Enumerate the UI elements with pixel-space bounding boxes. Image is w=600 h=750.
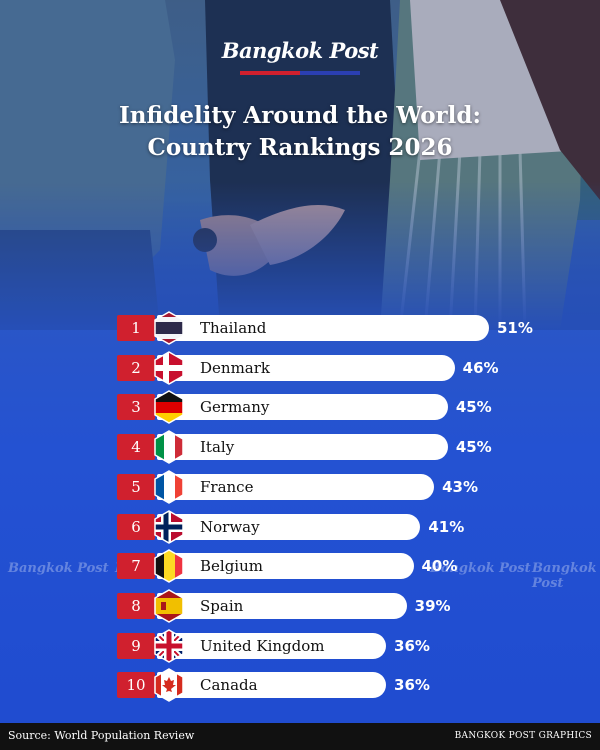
watermark-left: Bangkok Post [8, 561, 109, 576]
bar-spain [157, 592, 407, 619]
rank-badge: 7 [117, 553, 155, 580]
germany-flag-icon [152, 390, 186, 425]
value-label: 40% [421, 557, 458, 576]
value-label: 36% [394, 676, 430, 695]
rank-badge: 2 [117, 354, 155, 381]
country-label: Italy [200, 438, 235, 457]
country-label: Canada [200, 676, 258, 695]
value-label: 43% [442, 477, 478, 496]
watermark-right: Bangkok Post [532, 561, 597, 591]
bar-canada [157, 672, 387, 699]
country-label: Spain [200, 596, 244, 615]
value-label: 45% [455, 438, 492, 457]
logo-underline [240, 71, 360, 75]
couple-holding-hands-photo [0, 0, 600, 330]
title-line-2: Country Rankings 2026 [147, 134, 453, 161]
footer: Source: World Population Review BANGKOK … [0, 723, 600, 750]
bar-germany [157, 394, 448, 421]
value-label: 45% [455, 398, 492, 417]
spain-flag-icon [152, 589, 186, 623]
rank-badge: 6 [117, 513, 155, 540]
value-label: 51% [497, 319, 533, 337]
rank-badge: 10 [117, 672, 155, 699]
value-label: 36% [394, 636, 430, 655]
rank-badge: 4 [117, 434, 155, 461]
country-label: United Kingdom [200, 636, 325, 655]
country-label: Thailand [200, 319, 267, 337]
source-note: Source: World Population Review [8, 729, 195, 742]
country-label: Belgium [200, 557, 263, 576]
chart-title: Infidelity Around the World: Country Ran… [0, 100, 600, 164]
italy-flag-icon [152, 430, 186, 464]
canada-flag-icon [152, 668, 186, 703]
country-label: Denmark [200, 358, 270, 377]
norway-flag-icon [152, 509, 186, 544]
france-flag-icon [152, 469, 186, 504]
value-label: 46% [462, 358, 499, 377]
value-label: 39% [414, 596, 451, 615]
bar-belgium [157, 553, 414, 580]
rank-badge: 5 [117, 473, 155, 500]
rank-badge: 9 [117, 632, 155, 659]
bar-norway [157, 513, 421, 540]
bar-united-kingdom [157, 632, 387, 659]
rank-badge: 1 [117, 315, 155, 341]
graphics-credit: BANGKOK POST GRAPHICS [454, 731, 592, 741]
belgium-flag-icon [152, 549, 186, 584]
title-line-1: Infidelity Around the World: [119, 102, 481, 129]
bar-italy [157, 434, 448, 461]
denmark-flag-icon [152, 350, 186, 385]
value-label: 41% [428, 517, 465, 536]
bar-france [157, 473, 435, 500]
bar-denmark [157, 354, 455, 381]
bangkok-post-logo: Bangkok Post [221, 38, 379, 63]
bar-thailand [157, 315, 489, 341]
rank-badge: 3 [117, 394, 155, 421]
country-label: Norway [200, 517, 260, 536]
country-label: Germany [200, 398, 270, 417]
watermark-center-right: Bangkok Post [430, 561, 531, 576]
rank-badge: 8 [117, 592, 155, 619]
united-kingdom-flag-icon [152, 628, 186, 663]
thailand-flag-icon [152, 311, 186, 345]
country-label: France [200, 477, 254, 496]
